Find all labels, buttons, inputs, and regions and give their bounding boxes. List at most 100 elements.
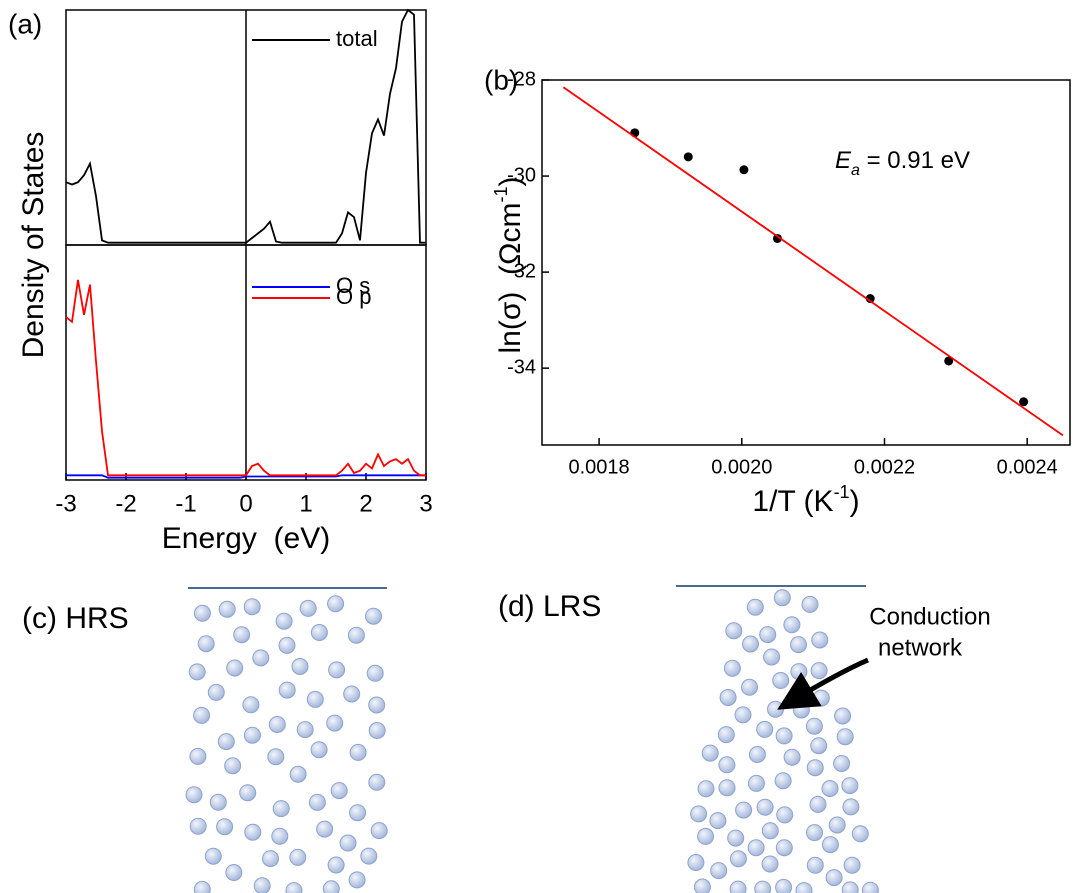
particle [805, 717, 823, 735]
legend-label: total [336, 26, 378, 51]
particle [843, 856, 861, 874]
particle [252, 649, 270, 667]
panel-label: (b) [484, 64, 518, 95]
particle [836, 728, 854, 746]
particle [761, 822, 779, 840]
x-tick-label: -1 [175, 490, 196, 517]
particle [763, 648, 781, 666]
particle [783, 748, 801, 766]
particle [690, 805, 708, 823]
particle [224, 757, 242, 775]
y-tick-label: -32 [507, 260, 536, 282]
particle [772, 672, 790, 689]
particle [370, 822, 388, 840]
particle [747, 839, 765, 857]
particle [310, 741, 328, 759]
particle [289, 848, 307, 866]
particle [347, 626, 365, 644]
y-tick-label: -28 [507, 68, 536, 90]
particle [339, 834, 357, 852]
particles [185, 589, 879, 893]
particle [189, 747, 207, 765]
x-label: 1/T (K-1) [752, 482, 859, 518]
particle [790, 663, 808, 681]
particle [330, 782, 348, 800]
particle [226, 659, 244, 677]
particle [851, 825, 869, 843]
legend-label: O s [336, 273, 370, 298]
particle [349, 804, 367, 822]
particle [727, 829, 745, 847]
particle [267, 748, 285, 766]
particle [193, 880, 211, 893]
particle [697, 827, 715, 845]
x-tick-label: 0.0018 [568, 456, 629, 478]
particle [262, 850, 279, 868]
data-point [772, 233, 782, 243]
particle [278, 681, 296, 699]
particle [734, 706, 752, 724]
particle [841, 881, 859, 893]
particle [218, 600, 236, 618]
x-tick-label: -3 [55, 490, 76, 517]
particle [756, 720, 774, 738]
particle [233, 626, 251, 644]
particle [742, 635, 759, 653]
data-point [683, 152, 693, 162]
particle [775, 839, 793, 857]
label-part: ) [850, 485, 860, 518]
particle [806, 856, 824, 874]
particle [216, 818, 234, 836]
particle [773, 589, 791, 607]
particle [268, 716, 286, 733]
particle [291, 658, 309, 675]
particle [821, 836, 839, 854]
data-point [865, 294, 875, 304]
dos-line [65, 279, 426, 477]
particle [348, 871, 366, 889]
particle [189, 817, 207, 835]
particle [289, 765, 307, 783]
particle [697, 780, 715, 798]
particle [278, 636, 296, 654]
particle [795, 882, 813, 893]
particle [225, 864, 243, 881]
particle [343, 685, 361, 703]
fit-line [562, 86, 1064, 437]
particle [188, 663, 206, 681]
particle [368, 722, 386, 739]
dos-line [65, 8, 426, 244]
particle [776, 806, 794, 824]
legend-label: O p [336, 284, 371, 309]
particle [718, 756, 736, 774]
label-part: ) [494, 177, 527, 187]
particle [761, 855, 779, 873]
particle [729, 850, 747, 868]
particle [717, 726, 735, 744]
annotation: network [878, 634, 963, 661]
x-label: Energy (eV) [162, 522, 330, 555]
particle [244, 823, 262, 841]
particle [775, 727, 793, 745]
label-part: -1 [834, 482, 850, 502]
label-part: ln(σ) (Ωcm [494, 203, 527, 354]
data-point [1019, 397, 1029, 407]
particle [723, 659, 741, 677]
particle [718, 779, 736, 797]
particle [368, 773, 386, 791]
particle [328, 661, 346, 679]
dos-line [66, 474, 426, 479]
particle [243, 598, 261, 616]
panel-label: (a) [8, 8, 42, 39]
annotation-subscript: a [851, 162, 860, 179]
particle [719, 689, 737, 706]
particle [693, 878, 711, 893]
particle [366, 664, 384, 682]
data-point [739, 165, 749, 175]
particle [710, 862, 728, 880]
particle [806, 759, 824, 777]
particle [811, 631, 829, 649]
particle [687, 854, 705, 871]
annotation: Conduction [869, 603, 990, 630]
